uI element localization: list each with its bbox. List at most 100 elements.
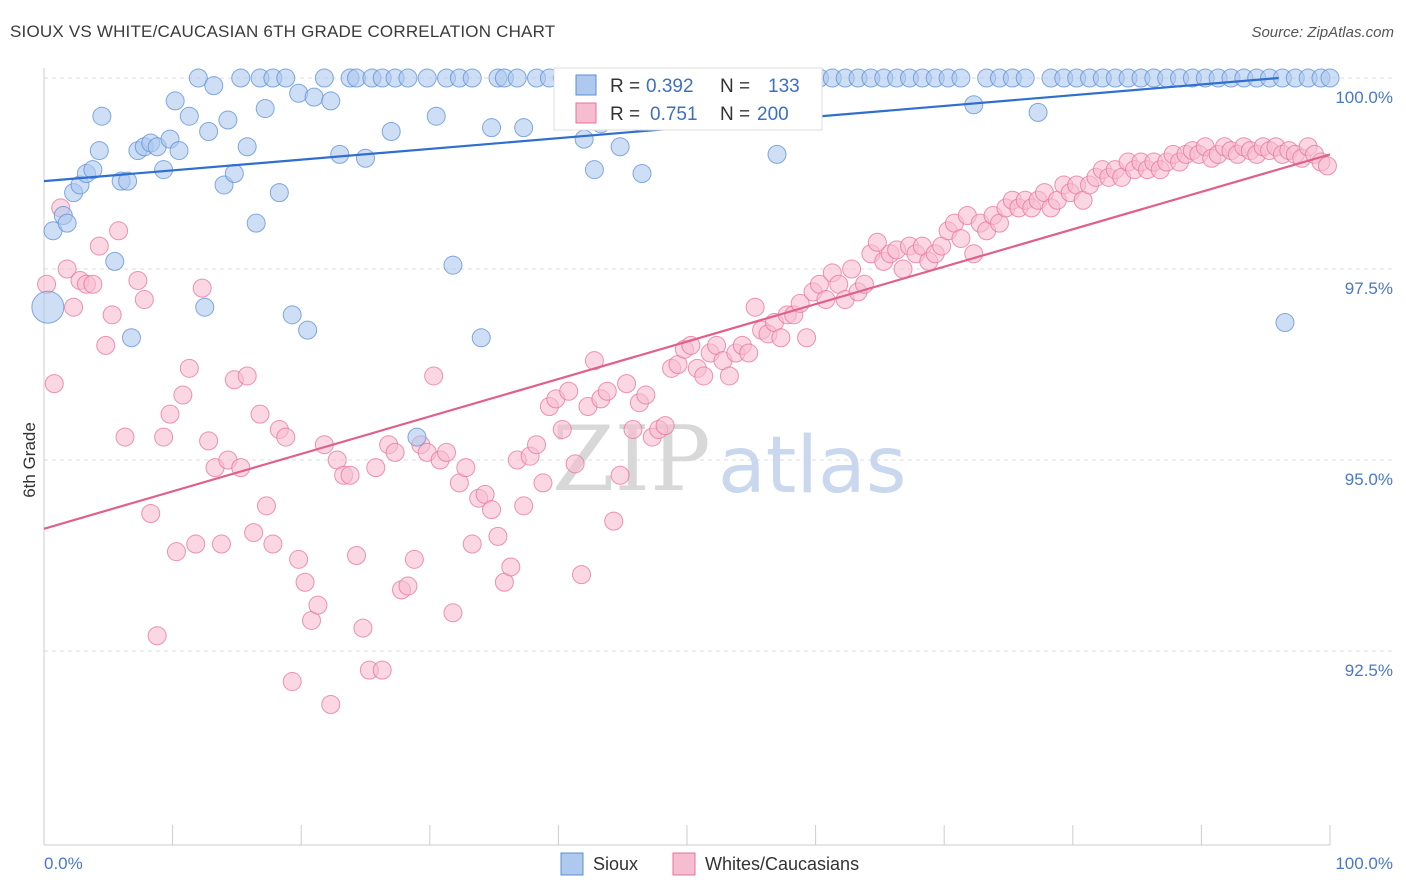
white-point xyxy=(398,576,418,596)
sioux-point xyxy=(507,68,527,88)
white-point xyxy=(488,526,508,546)
sioux-point xyxy=(105,251,125,271)
white-point xyxy=(610,465,630,485)
sioux-point xyxy=(330,144,350,164)
white-point xyxy=(134,290,154,310)
white-point xyxy=(166,542,186,562)
bottom-legend-label-sioux: Sioux xyxy=(593,854,638,874)
legend-n-value-2: 200 xyxy=(757,104,789,125)
legend-n-value-1: 133 xyxy=(768,76,800,97)
sioux-point xyxy=(276,68,296,88)
x-tick-label-min: 0.0% xyxy=(44,854,83,873)
white-point xyxy=(385,442,405,462)
y-axis-label: 6th Grade xyxy=(20,422,39,498)
white-point xyxy=(289,549,309,569)
white-trend-line xyxy=(43,153,1331,530)
sioux-point xyxy=(31,290,65,324)
sioux-point xyxy=(195,297,215,317)
white-point xyxy=(719,366,739,386)
legend-swatch-sioux xyxy=(575,74,597,96)
white-point xyxy=(623,419,643,439)
white-point xyxy=(128,270,148,290)
white-point xyxy=(559,381,579,401)
sioux-point xyxy=(282,305,302,325)
white-point xyxy=(346,546,366,565)
legend-swatch-white xyxy=(575,102,597,124)
white-point xyxy=(443,603,463,623)
white-point xyxy=(462,534,482,554)
legend-n-label-2: N = xyxy=(720,104,750,125)
sioux-point xyxy=(57,213,77,233)
white-point xyxy=(89,236,109,256)
white-point xyxy=(141,503,161,523)
sioux-point xyxy=(398,68,418,88)
sioux-point xyxy=(218,110,238,130)
white-point xyxy=(694,366,714,386)
white-point xyxy=(83,274,103,294)
white-point xyxy=(256,496,276,516)
white-point xyxy=(951,228,971,248)
sioux-point xyxy=(632,164,652,183)
white-point xyxy=(533,473,553,493)
white-point xyxy=(797,328,817,348)
sioux-point xyxy=(381,121,401,141)
white-point xyxy=(154,427,174,447)
sioux-point xyxy=(237,137,257,157)
sioux-point xyxy=(121,328,141,348)
sioux-point xyxy=(1275,312,1295,332)
watermark: ZIP atlas xyxy=(552,407,907,512)
white-point xyxy=(366,458,386,478)
bottom-legend: Sioux Whites/Caucasians xyxy=(560,852,859,876)
white-point xyxy=(276,427,296,447)
y-tick-label: 97.5% xyxy=(1345,279,1393,298)
sioux-point xyxy=(169,141,189,161)
white-point xyxy=(456,458,476,478)
white-point xyxy=(173,385,193,405)
white-point xyxy=(192,278,212,298)
sioux-point xyxy=(1028,102,1048,122)
white-point xyxy=(295,572,315,592)
sioux-point xyxy=(356,148,375,168)
x-ticks xyxy=(43,825,1331,845)
sioux-point xyxy=(179,106,199,126)
white-point xyxy=(102,305,122,325)
x-tick-label-max: 100.0% xyxy=(1335,854,1393,873)
sioux-point xyxy=(1320,68,1340,88)
white-point xyxy=(771,328,791,348)
white-point xyxy=(964,244,984,264)
chart-title: SIOUX VS WHITE/CAUCASIAN 6TH GRADE CORRE… xyxy=(10,22,556,41)
sioux-point xyxy=(298,320,318,340)
sioux-point xyxy=(443,255,463,275)
sioux-point xyxy=(231,68,251,88)
white-point xyxy=(340,465,360,485)
white-point xyxy=(237,366,257,386)
white-point xyxy=(282,672,302,692)
sioux-point xyxy=(92,106,112,126)
sioux-point xyxy=(204,76,224,96)
sioux-point xyxy=(462,68,482,88)
bottom-legend-swatch-white xyxy=(672,852,696,876)
white-point xyxy=(604,511,624,531)
sioux-point xyxy=(951,68,971,88)
sioux-point xyxy=(321,91,341,111)
white-point xyxy=(109,221,129,241)
y-tick-labels: 92.5% 95.0% 97.5% 100.0% xyxy=(1335,88,1393,680)
white-point xyxy=(617,374,637,394)
white-point xyxy=(64,297,84,317)
sioux-point xyxy=(417,68,437,88)
white-point xyxy=(501,557,521,577)
white-point xyxy=(404,549,424,569)
white-point xyxy=(867,232,887,252)
legend-r-label-1: R = xyxy=(610,76,640,97)
sioux-point xyxy=(199,121,219,141)
y-tick-label: 92.5% xyxy=(1345,661,1393,680)
white-point xyxy=(739,343,759,363)
white-point xyxy=(250,404,270,424)
white-point xyxy=(199,431,219,451)
sioux-points xyxy=(31,68,1340,447)
sioux-point xyxy=(83,160,103,180)
white-point xyxy=(552,419,572,439)
sioux-point xyxy=(246,213,266,233)
white-point xyxy=(565,454,585,474)
